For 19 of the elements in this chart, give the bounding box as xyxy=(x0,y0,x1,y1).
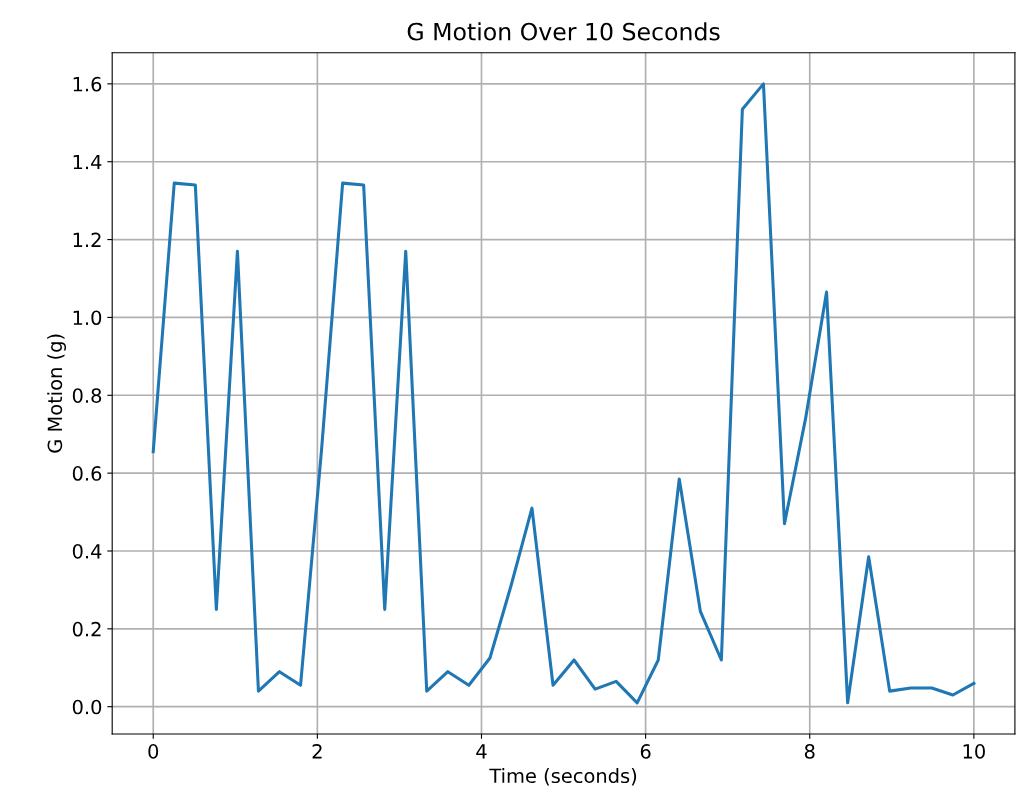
y-axis-title: G Motion (g) xyxy=(47,334,66,453)
y-tick-label: 1.0 xyxy=(73,310,102,326)
y-tick-label: 0.0 xyxy=(72,699,102,715)
x-tick-label: 10 xyxy=(963,744,985,759)
y-tick-label: 0.8 xyxy=(72,388,102,403)
y-tick-label: 1.6 xyxy=(73,76,102,92)
x-tick-label: 2 xyxy=(312,744,322,759)
line-series xyxy=(151,82,976,705)
y-tick-label: 1.4 xyxy=(73,154,102,170)
x-tick-label: 4 xyxy=(476,744,487,759)
y-tick-label: 0.4 xyxy=(72,543,102,559)
y-tick-label: 0.2 xyxy=(72,621,101,637)
x-axis-title: Time (seconds) xyxy=(489,768,637,786)
y-tick-label: 0.6 xyxy=(72,466,102,481)
x-tick-label: 6 xyxy=(640,744,651,759)
x-tick-label: 0 xyxy=(148,744,159,759)
x-tick-label: 8 xyxy=(804,744,815,759)
chart-title: G Motion Over 10 Seconds xyxy=(407,22,720,41)
y-tick-label: 1.2 xyxy=(73,232,101,247)
